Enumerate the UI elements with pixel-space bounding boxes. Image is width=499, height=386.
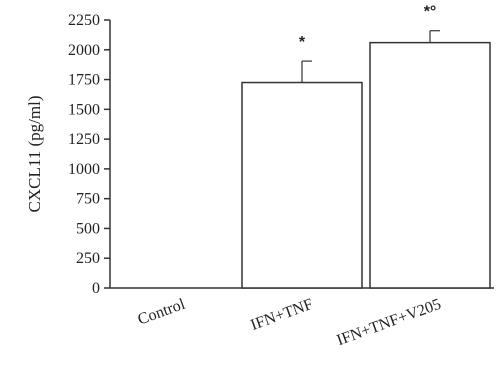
y-tick-label: 750 bbox=[76, 191, 100, 208]
x-tick-label: Control bbox=[136, 296, 188, 329]
x-tick-label: IFN+TNF bbox=[248, 296, 315, 334]
significance-annotation: *° bbox=[424, 4, 437, 21]
y-tick-label: 1000 bbox=[68, 161, 100, 178]
y-tick-label: 0 bbox=[92, 280, 100, 297]
y-axis-title: CXCL11 (pg/ml) bbox=[25, 96, 44, 213]
y-tick-label: 500 bbox=[76, 220, 100, 237]
y-ticks: 0 250 500 750 1000 1250 1500 1750 2000 2250 bbox=[68, 12, 110, 297]
y-tick-label: 1250 bbox=[68, 131, 100, 148]
bar bbox=[241, 81, 363, 289]
x-tick-label: IFN+TNF+V205 bbox=[335, 296, 444, 349]
y-tick-label: 2000 bbox=[68, 42, 100, 59]
significance-annotation: * bbox=[299, 34, 306, 51]
y-axis: 0 250 500 750 1000 1250 1500 1750 2000 2250 bbox=[68, 12, 111, 297]
y-tick-label: 1500 bbox=[68, 101, 100, 118]
y-tick-label: 250 bbox=[76, 250, 100, 267]
x-axis: Control IFN+TNF IFN+TNF+V205 bbox=[110, 287, 494, 350]
bars: * *° bbox=[241, 4, 491, 289]
x-ticks: Control IFN+TNF IFN+TNF+V205 bbox=[136, 296, 444, 350]
bar bbox=[369, 41, 491, 289]
y-tick-label: 2250 bbox=[68, 12, 100, 29]
y-tick-label: 1750 bbox=[68, 72, 100, 89]
